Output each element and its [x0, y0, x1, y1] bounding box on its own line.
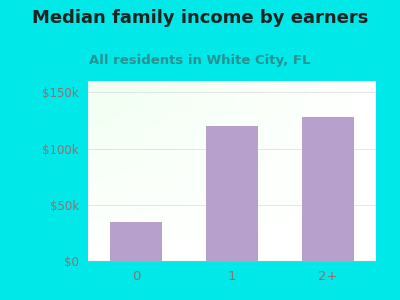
Bar: [302, 117, 354, 261]
Bar: [206, 126, 258, 261]
Text: All residents in White City, FL: All residents in White City, FL: [89, 54, 311, 67]
Text: Median family income by earners: Median family income by earners: [32, 9, 368, 27]
Bar: [110, 222, 162, 261]
